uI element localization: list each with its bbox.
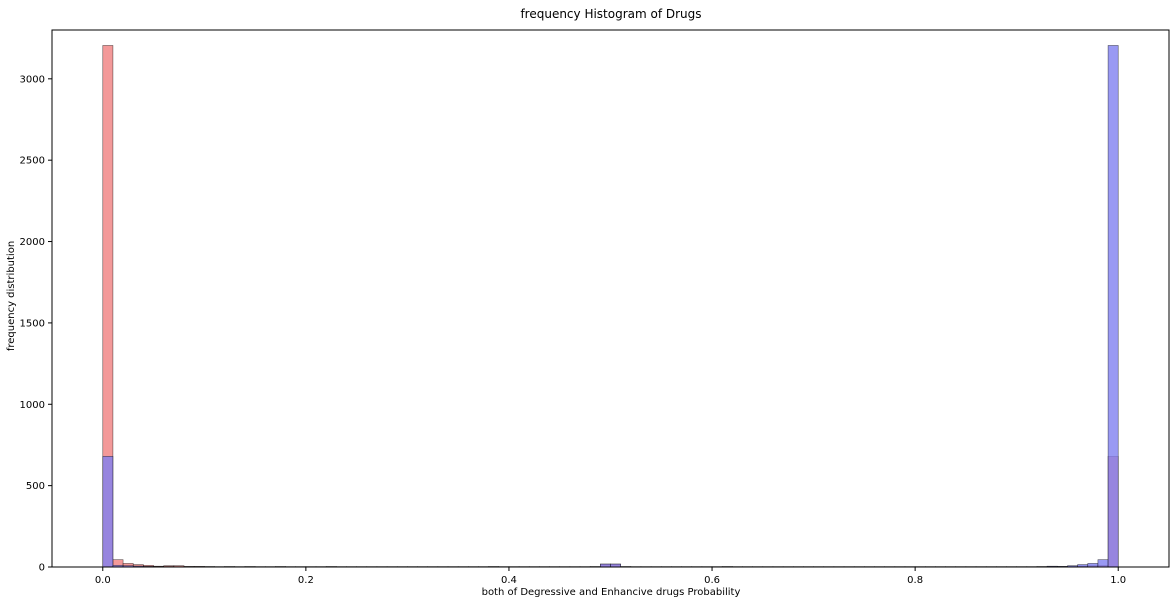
- x-tick-label: 1.0: [1110, 575, 1126, 586]
- x-tick-label: 0.6: [704, 575, 720, 586]
- histogram-bar-series-2: [102, 456, 114, 568]
- y-axis-label: frequency distribution: [6, 241, 17, 351]
- y-tick-label: 1500: [20, 318, 45, 329]
- x-tick-label: 0.0: [95, 575, 111, 586]
- x-tick-label: 0.4: [501, 575, 517, 586]
- x-axis-ticks: 0.0 0.2 0.4 0.6 0.8 1.0: [95, 567, 1126, 586]
- histogram-bar-series-2: [1107, 45, 1119, 568]
- x-axis-label: both of Degressive and Enhancive drugs P…: [482, 587, 741, 598]
- y-tick-label: 2000: [20, 237, 45, 248]
- histogram-bar-series-2: [1097, 559, 1109, 568]
- plot-frame: [51, 29, 1170, 568]
- chart-title: frequency Histogram of Drugs: [520, 7, 701, 21]
- y-tick-label: 500: [26, 481, 45, 492]
- y-tick-label: 2500: [20, 156, 45, 167]
- histogram-bar-series-2: [1087, 563, 1099, 568]
- y-axis-ticks: 0 500 1000 1500 2000 2500 3000: [20, 74, 52, 574]
- x-tick-label: 0.2: [298, 575, 314, 586]
- y-tick-label: 1000: [20, 400, 45, 411]
- y-tick-label: 0: [39, 563, 45, 574]
- x-tick-label: 0.8: [907, 575, 923, 586]
- y-tick-label: 3000: [20, 74, 45, 85]
